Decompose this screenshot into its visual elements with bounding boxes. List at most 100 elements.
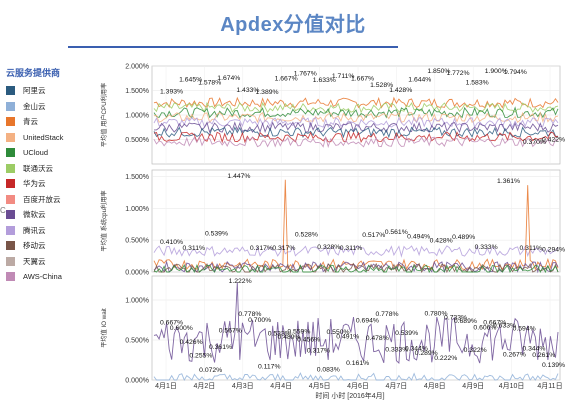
legend-label: 百度开放云: [23, 194, 61, 204]
data-label: 1.772%: [447, 70, 470, 77]
legend-label: 金山云: [23, 101, 46, 111]
data-label: 0.361%: [209, 344, 232, 351]
data-label: 0.328%: [317, 244, 340, 251]
data-label: 1.447%: [227, 173, 250, 180]
page-title: Apdex分值对比: [220, 14, 366, 36]
legend-swatch: [6, 117, 15, 127]
data-label: 0.117%: [258, 364, 281, 371]
data-label: 0.517%: [362, 232, 385, 239]
legend-item: 联通沃云: [6, 161, 94, 177]
data-label: 1.361%: [497, 178, 520, 185]
data-label: 0.322%: [464, 347, 487, 354]
data-label: 0.533%: [268, 330, 291, 337]
data-label: 1.644%: [408, 76, 431, 83]
legend-item: 青云: [6, 114, 94, 130]
series-line: [153, 111, 559, 124]
data-label: 0.539%: [395, 330, 418, 337]
data-label: 0.489%: [278, 334, 301, 341]
data-label: 0.528%: [295, 231, 318, 238]
y-axis-label: 平均值 系统cpu利用率: [100, 190, 108, 251]
x-tick-label: 4月9日: [462, 382, 484, 390]
legend-item: UnitedStack: [6, 130, 94, 146]
x-tick-label: 4月4日: [270, 382, 292, 390]
data-label: 0.294%: [542, 246, 565, 253]
data-label: 1.850%: [427, 68, 450, 75]
legend-title: 云服务提供商: [6, 68, 61, 78]
data-label: 0.139%: [542, 362, 565, 369]
data-label: 0.317%: [250, 245, 273, 252]
x-tick-label: 4月10日: [499, 382, 525, 390]
legend-label: 移动云: [23, 241, 46, 251]
series-line: [153, 96, 559, 109]
data-label: 1.393%: [160, 89, 183, 96]
legend-label: UCloud: [23, 148, 49, 158]
legend-swatch: [6, 101, 15, 111]
legend-item: 天翼云: [6, 254, 94, 270]
y-axis-label: 平均值 用户CPU利用率: [100, 83, 108, 147]
y-tick-label: 1.500%: [125, 88, 149, 95]
legend-item: 微软云: [6, 207, 94, 223]
series-line: [153, 264, 559, 274]
x-axis-label: 时间 小时 [2016年4月]: [315, 391, 384, 400]
data-label: 0.333%: [475, 244, 498, 251]
data-label: 1.767%: [294, 70, 317, 77]
data-label: 0.494%: [407, 234, 430, 241]
legend-swatch: [6, 256, 15, 266]
data-label: 0.083%: [317, 366, 340, 373]
data-label: 0.289%: [415, 350, 438, 357]
series-line: [153, 101, 559, 114]
y-tick-label: 1.500%: [125, 174, 149, 181]
y-tick-label: 0.500%: [125, 137, 149, 144]
legend-item: 华为云: [6, 176, 94, 192]
x-tick-label: 4月11日: [537, 382, 562, 390]
y-tick-label: 2.000%: [125, 64, 149, 71]
y-axis-label: 平均值 IO wait: [100, 308, 108, 348]
legend-swatch: [6, 163, 15, 173]
data-label: 0.780%: [424, 311, 447, 318]
data-label: 0.561%: [385, 229, 408, 236]
legend-swatch: [6, 179, 15, 189]
data-label: 0.317%: [272, 245, 295, 252]
data-label: 1.674%: [217, 75, 240, 82]
data-label: 0.594%: [513, 325, 536, 332]
data-label: 1.711%: [332, 73, 355, 80]
legend-item: UCloud: [6, 145, 94, 161]
data-label: 0.222%: [434, 355, 457, 362]
data-label: 0.567%: [219, 328, 242, 335]
y-tick-label: 0.000%: [125, 378, 149, 385]
x-tick-label: 4月8日: [424, 382, 446, 390]
data-label: 1.583%: [466, 79, 489, 86]
data-label: 0.267%: [503, 352, 526, 359]
legend-swatch: [6, 272, 15, 282]
data-label: 0.694%: [356, 317, 379, 324]
data-label: 0.478%: [366, 335, 389, 342]
y-tick-label: 1.000%: [125, 113, 149, 120]
series-line: [153, 260, 559, 274]
legend-swatch: [6, 148, 15, 158]
data-label: 1.645%: [179, 76, 202, 83]
y-tick-label: 0.500%: [125, 238, 149, 245]
data-label: 0.489%: [452, 234, 475, 241]
x-tick-label: 4月5日: [309, 382, 331, 390]
side-mark: C: [0, 206, 6, 215]
x-tick-label: 4月6日: [347, 382, 369, 390]
data-label: 0.700%: [248, 317, 271, 324]
data-label: 0.261%: [532, 352, 555, 359]
data-label: 1.667%: [275, 75, 298, 82]
legend-swatch: [6, 194, 15, 204]
data-label: 0.317%: [307, 348, 330, 355]
legend-label: 腾讯云: [23, 225, 46, 235]
legend-item: AWS-China: [6, 269, 94, 285]
series-line: [153, 244, 559, 258]
data-label: 0.426%: [180, 339, 203, 346]
data-label: 1.428%: [389, 87, 412, 94]
legend-label: 华为云: [23, 179, 46, 189]
data-label: 1.528%: [370, 82, 393, 89]
title-underline: [68, 46, 398, 48]
legend-label: AWS-China: [23, 272, 62, 282]
data-label: 0.778%: [375, 311, 398, 318]
legend-swatch: [6, 86, 15, 96]
data-label: 0.311%: [340, 245, 363, 252]
legend-swatch: [6, 225, 15, 235]
data-label: 0.255%: [189, 353, 212, 360]
